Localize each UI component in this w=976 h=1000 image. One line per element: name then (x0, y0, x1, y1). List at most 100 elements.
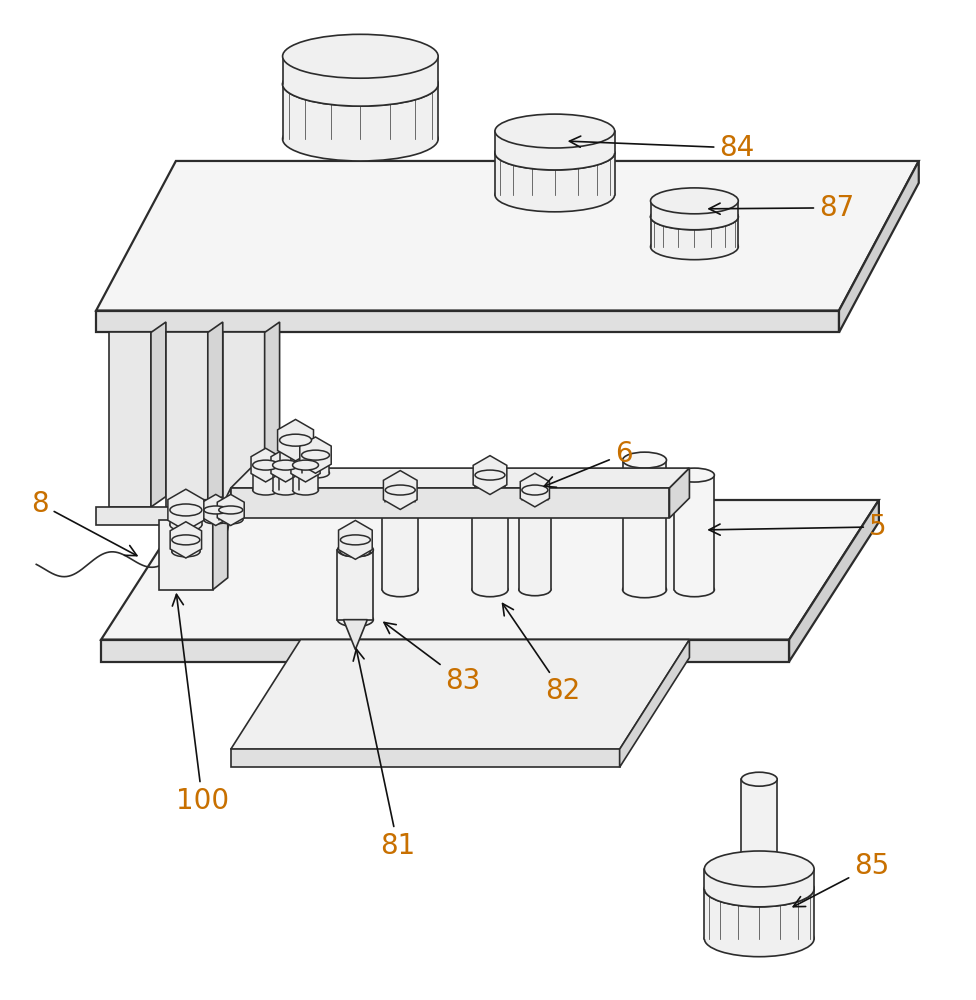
Polygon shape (213, 508, 227, 590)
Polygon shape (208, 322, 223, 507)
Ellipse shape (519, 484, 550, 496)
Polygon shape (300, 437, 331, 473)
Polygon shape (623, 460, 667, 590)
Ellipse shape (522, 495, 548, 505)
Ellipse shape (170, 504, 202, 516)
Ellipse shape (475, 470, 505, 480)
Polygon shape (230, 488, 670, 518)
Polygon shape (109, 332, 151, 507)
Ellipse shape (338, 613, 374, 627)
Ellipse shape (383, 583, 418, 597)
Text: 82: 82 (503, 604, 580, 705)
Ellipse shape (338, 543, 374, 557)
Ellipse shape (279, 434, 311, 446)
Polygon shape (495, 153, 615, 195)
Ellipse shape (219, 516, 243, 524)
Ellipse shape (495, 114, 615, 148)
Ellipse shape (253, 485, 278, 495)
Polygon shape (272, 465, 299, 490)
Ellipse shape (170, 519, 202, 531)
Polygon shape (620, 640, 689, 767)
Ellipse shape (623, 582, 667, 598)
Ellipse shape (283, 62, 438, 106)
Polygon shape (302, 455, 330, 473)
Ellipse shape (651, 188, 738, 214)
Polygon shape (102, 640, 790, 662)
Polygon shape (475, 475, 505, 487)
Ellipse shape (495, 136, 615, 170)
Polygon shape (96, 507, 355, 525)
Polygon shape (495, 131, 615, 153)
Polygon shape (339, 520, 372, 559)
Text: 84: 84 (569, 134, 754, 162)
Polygon shape (520, 473, 549, 507)
Text: 100: 100 (173, 594, 229, 815)
Ellipse shape (472, 583, 508, 597)
Ellipse shape (302, 468, 330, 478)
Ellipse shape (279, 456, 311, 468)
Ellipse shape (283, 34, 438, 78)
Polygon shape (291, 448, 320, 482)
Polygon shape (277, 419, 313, 461)
Ellipse shape (302, 450, 330, 460)
Polygon shape (218, 494, 244, 526)
Polygon shape (264, 322, 279, 507)
Polygon shape (151, 322, 166, 507)
Ellipse shape (705, 871, 814, 907)
Polygon shape (839, 161, 918, 332)
Polygon shape (230, 640, 689, 749)
Ellipse shape (219, 506, 243, 514)
Polygon shape (344, 620, 367, 650)
Polygon shape (522, 490, 548, 500)
Ellipse shape (742, 772, 777, 786)
Polygon shape (213, 488, 230, 585)
Polygon shape (790, 500, 878, 662)
Text: 6: 6 (545, 440, 632, 487)
Polygon shape (472, 475, 508, 590)
Polygon shape (279, 440, 311, 462)
Ellipse shape (651, 234, 738, 260)
Ellipse shape (386, 485, 415, 495)
Ellipse shape (472, 468, 508, 482)
Ellipse shape (341, 535, 370, 545)
Ellipse shape (705, 851, 814, 887)
Polygon shape (271, 448, 301, 482)
Polygon shape (293, 465, 318, 490)
Ellipse shape (293, 460, 318, 470)
Ellipse shape (495, 136, 615, 170)
Ellipse shape (674, 468, 714, 482)
Polygon shape (705, 889, 814, 939)
Ellipse shape (522, 485, 548, 495)
Ellipse shape (705, 921, 814, 957)
Ellipse shape (272, 460, 299, 470)
Ellipse shape (283, 62, 438, 106)
Text: 87: 87 (709, 194, 854, 222)
Polygon shape (383, 490, 418, 590)
Polygon shape (230, 749, 620, 767)
Polygon shape (172, 540, 200, 552)
Polygon shape (473, 456, 507, 495)
Ellipse shape (651, 204, 738, 230)
Ellipse shape (674, 583, 714, 597)
Text: 5: 5 (709, 513, 886, 541)
Ellipse shape (383, 483, 418, 497)
Ellipse shape (519, 584, 550, 596)
Polygon shape (341, 540, 370, 552)
Text: 83: 83 (384, 622, 480, 695)
Ellipse shape (253, 460, 278, 470)
Polygon shape (705, 869, 814, 889)
Ellipse shape (172, 535, 200, 545)
Polygon shape (283, 84, 438, 139)
Polygon shape (102, 500, 878, 640)
Polygon shape (223, 332, 264, 507)
Polygon shape (651, 201, 738, 217)
Ellipse shape (705, 871, 814, 907)
Polygon shape (386, 490, 415, 502)
Polygon shape (283, 56, 438, 84)
Ellipse shape (272, 485, 299, 495)
Ellipse shape (293, 485, 318, 495)
Polygon shape (355, 487, 386, 525)
Polygon shape (219, 510, 243, 520)
Ellipse shape (495, 178, 615, 212)
Polygon shape (204, 510, 227, 520)
